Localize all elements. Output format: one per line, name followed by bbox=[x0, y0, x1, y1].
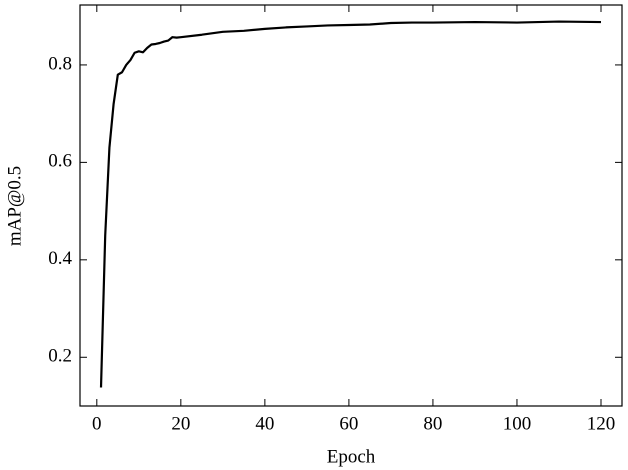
y-tick-label: 0.8 bbox=[48, 53, 72, 74]
x-tick-label: 0 bbox=[92, 413, 102, 434]
line bbox=[99, 20, 602, 388]
x-tick-label: 80 bbox=[423, 413, 442, 434]
x-tick-label: 100 bbox=[503, 413, 532, 434]
y-tick-label: 0.6 bbox=[48, 151, 72, 172]
x-tick-label: 40 bbox=[255, 413, 274, 434]
x-tick-label: 60 bbox=[339, 413, 358, 434]
y-tick-label: 0.2 bbox=[48, 346, 72, 367]
y-axis-label: mAP@0.5 bbox=[4, 166, 25, 246]
x-tick-label: 20 bbox=[171, 413, 190, 434]
y-tick-label: 0.4 bbox=[48, 248, 72, 269]
x-tick-label: 120 bbox=[587, 413, 616, 434]
x-axis-label: Epoch bbox=[327, 446, 376, 467]
plot-frame bbox=[79, 4, 623, 407]
